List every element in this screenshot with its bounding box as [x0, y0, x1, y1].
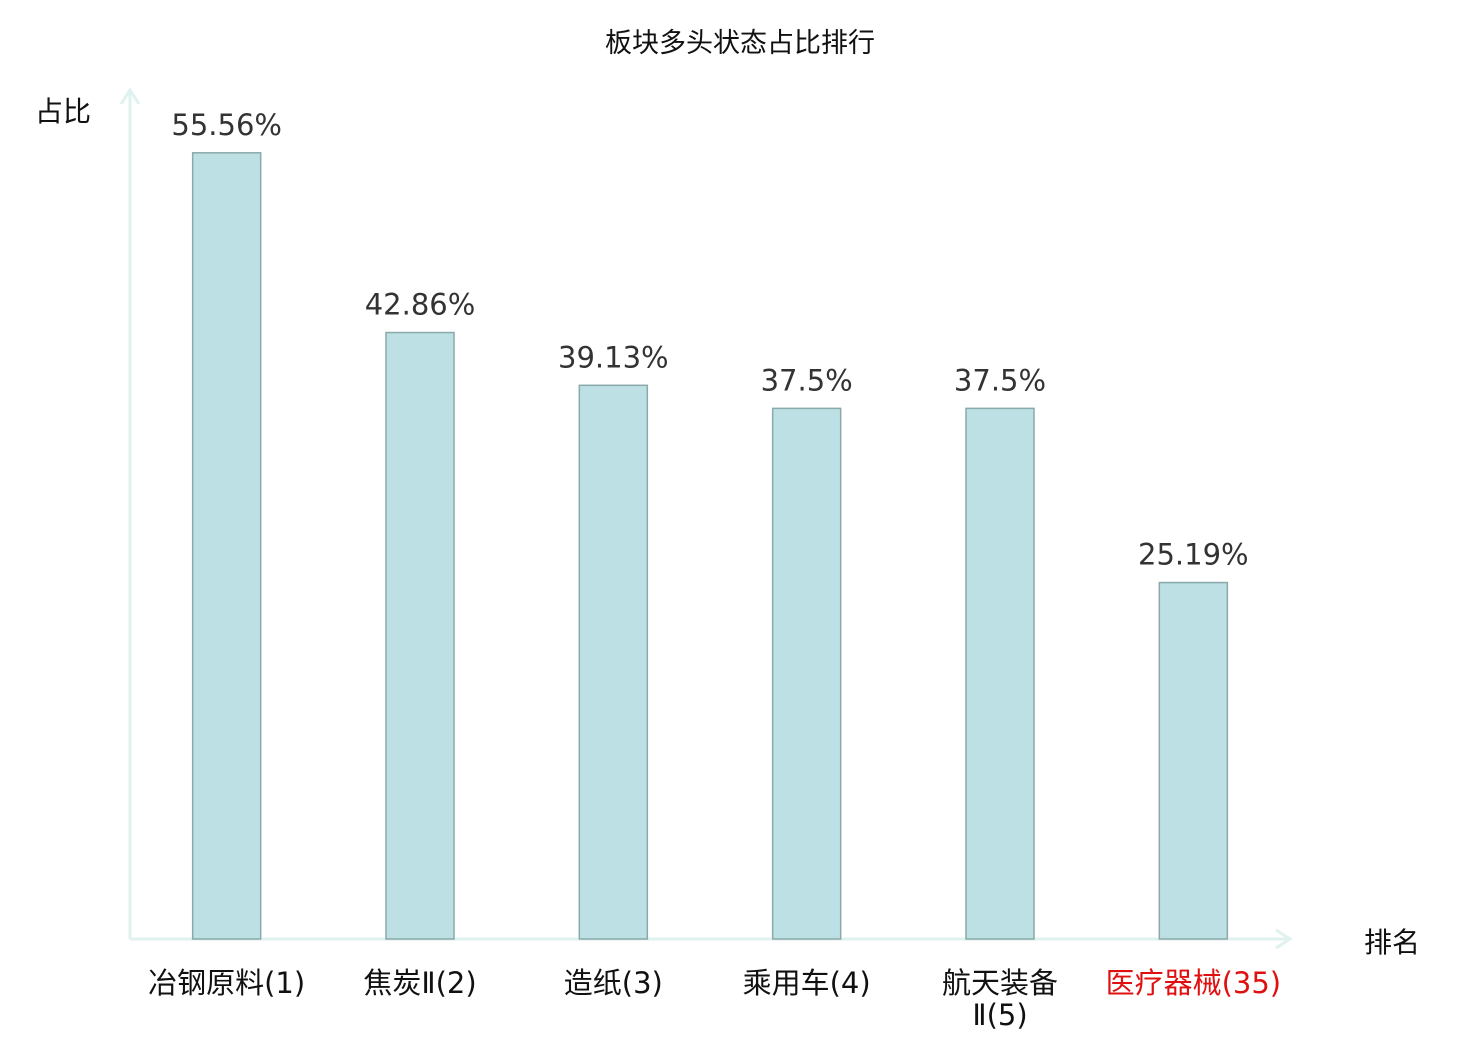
data-label: 55.56% [171, 108, 282, 142]
x-tick-labels: 冶钢原料(1) 焦炭Ⅱ(2) 造纸(3) 乘用车(4) 航天装备 Ⅱ(5) 医疗器械(35) [148, 966, 1281, 1032]
x-tick-label: 医疗器械(35) [1106, 966, 1282, 1000]
bar [1158, 581, 1229, 940]
data-label: 37.5% [954, 363, 1046, 397]
data-label: 39.13% [558, 340, 669, 374]
x-axis-arrow-icon [1275, 928, 1293, 950]
bars [191, 152, 1229, 940]
data-labels: 55.56% 42.86% 39.13% 37.5% 37.5% 25.19% [171, 108, 1248, 572]
data-label: 42.86% [365, 288, 476, 322]
x-tick-label: 航天装备 Ⅱ(5) [942, 966, 1058, 1032]
bar [385, 331, 455, 940]
x-tick-label: 焦炭Ⅱ(2) [363, 966, 476, 1000]
bar [578, 384, 649, 940]
y-axis-arrow-icon [119, 87, 141, 105]
bar [191, 152, 262, 940]
x-tick-label: 乘用车(4) [743, 966, 871, 1000]
x-tick-label: 冶钢原料(1) [148, 966, 305, 1000]
bar [965, 407, 1035, 940]
axes [119, 87, 1293, 950]
bar [771, 407, 842, 940]
data-label: 25.19% [1138, 538, 1249, 572]
y-axis-label: 占比 [35, 95, 91, 128]
chart-title: 板块多头状态占比排行 [605, 28, 875, 59]
x-tick-label: 造纸(3) [564, 966, 663, 1000]
x-axis-label: 排名 [1364, 926, 1420, 959]
data-label: 37.5% [761, 363, 853, 397]
